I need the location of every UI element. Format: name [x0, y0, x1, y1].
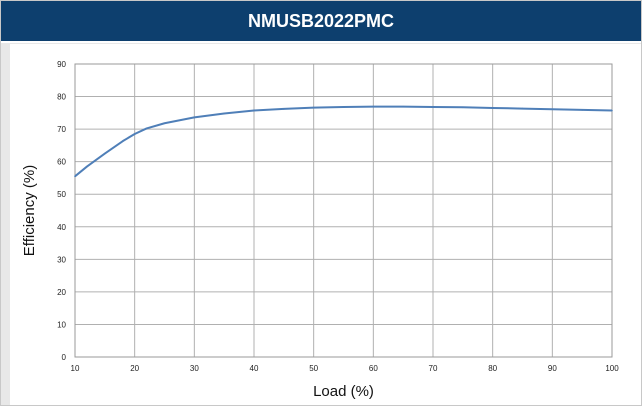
data-point: [402, 105, 404, 108]
x-tick-label: 100: [605, 364, 619, 373]
y-tick-label: 40: [57, 223, 66, 232]
x-tick-label: 20: [130, 364, 139, 373]
data-point: [551, 108, 554, 111]
x-tick-label: 70: [429, 364, 438, 373]
data-point: [104, 152, 106, 155]
data-point: [193, 116, 196, 119]
x-tick-label: 90: [548, 364, 557, 373]
chart-panel: 0 10 20 30 40 50 60 70 80 90 10 20 30 40 50 60 70 80 90 100…: [10, 44, 641, 405]
plot-area: [74, 63, 613, 358]
y-tick-label: 30: [57, 255, 66, 264]
data-point: [86, 165, 88, 168]
efficiency-chart: 0 10 20 30 40 50 60 70 80 90 10 20 30 40 50 60 70 80 90 100…: [21, 60, 619, 400]
y-axis-title: Efficiency (%): [21, 165, 38, 256]
y-tick-label: 0: [62, 353, 67, 362]
y-tick-label: 10: [57, 320, 66, 329]
data-point: [581, 109, 583, 111]
data-point: [253, 109, 255, 112]
x-tick-label: 50: [309, 364, 318, 373]
data-point: [163, 122, 166, 125]
data-point: [133, 133, 136, 135]
data-point: [283, 108, 285, 110]
data-point: [491, 107, 494, 109]
data-point: [312, 106, 315, 109]
y-tick-label: 90: [57, 60, 66, 69]
data-point: [521, 107, 524, 110]
y-tick-label: 20: [57, 288, 66, 297]
data-point: [223, 112, 225, 115]
data-point: [121, 140, 124, 142]
chart-header: NMUSB2022PMC: [1, 1, 641, 43]
x-tick-label: 10: [71, 364, 80, 373]
data-point: [372, 105, 375, 108]
chart-title: NMUSB2022PMC: [247, 10, 395, 31]
y-tick-label: 80: [57, 93, 66, 102]
efficiency-line: [74, 105, 613, 178]
data-point: [462, 106, 464, 109]
y-tick-label: 60: [57, 158, 66, 167]
y-tick-label: 50: [57, 190, 66, 199]
x-tick-label: 60: [369, 364, 378, 373]
x-tick-label: 30: [190, 364, 199, 373]
x-tick-label: 40: [250, 364, 259, 373]
data-point: [145, 127, 148, 130]
data-point: [74, 175, 76, 178]
y-tick-label: 70: [57, 125, 66, 134]
data-point: [342, 106, 345, 108]
data-point: [432, 106, 434, 108]
data-point: [611, 109, 613, 112]
x-tick-label: 80: [488, 364, 497, 373]
x-axis-title: Load (%): [313, 383, 374, 400]
